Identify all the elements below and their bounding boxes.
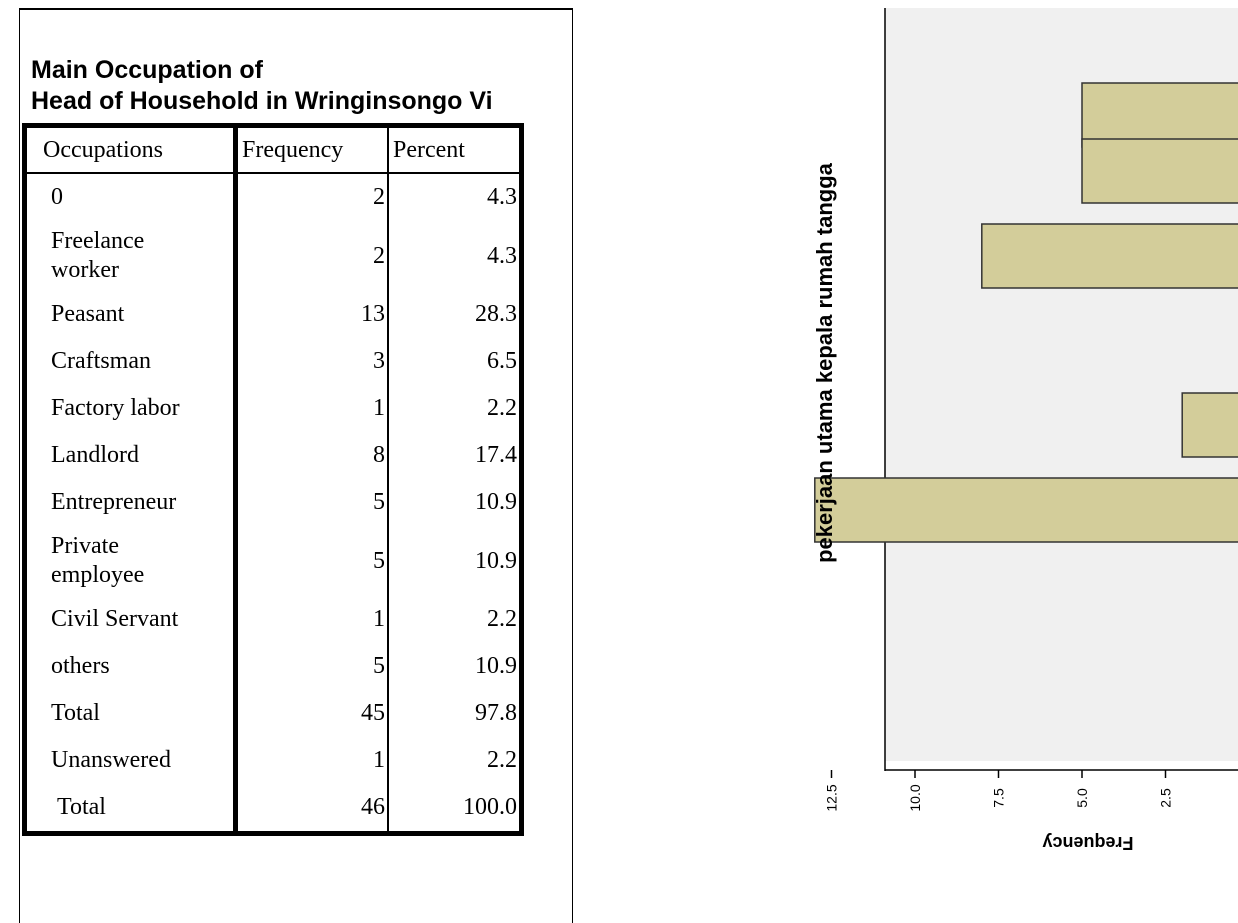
frequency-cell: 2 xyxy=(235,221,389,291)
x-tick-label: 7.5 xyxy=(991,788,1007,808)
frequency-cell: 1 xyxy=(235,596,389,643)
bar-chart: 12.5 10.0 7.5 5.0 2.5 pekerjaan utama kepala… xyxy=(573,8,1238,923)
occupation-cell: Total xyxy=(51,700,100,726)
frequency-cell: 2 xyxy=(235,173,389,221)
y-axis-label: pekerjaan utama kepala rumah tangga xyxy=(812,162,837,563)
table-title-line1: Main Occupation of xyxy=(31,56,263,84)
x-tick-label: 5.0 xyxy=(1074,788,1090,808)
table-row: Total 46 100.0 xyxy=(24,784,522,834)
frequency-cell: 13 xyxy=(235,291,389,338)
occupation-cell: 0 xyxy=(51,184,63,210)
table-row: Private employee 5 10.9 xyxy=(24,526,522,596)
percent-cell: 10.9 xyxy=(475,653,517,679)
header-frequency: Frequency xyxy=(235,125,389,174)
chart-bar xyxy=(814,477,1238,543)
frequency-cell: 46 xyxy=(235,784,389,834)
ticks-group: 12.5 10.0 7.5 5.0 2.5 xyxy=(824,770,1174,812)
chart-bar xyxy=(981,223,1238,289)
table-row: Landlord 8 17.4 xyxy=(24,432,522,479)
percent-cell: 2.2 xyxy=(487,606,517,632)
table-row: Peasant 13 28.3 xyxy=(24,291,522,338)
frequency-cell: 1 xyxy=(235,737,389,784)
table-row: Entrepreneur 5 10.9 xyxy=(24,479,522,526)
frequency-cell: 5 xyxy=(235,643,389,690)
chart-bar xyxy=(1081,138,1238,204)
chart-bar xyxy=(1081,82,1238,148)
chart-bar xyxy=(1181,392,1238,458)
frequency-cell: 45 xyxy=(235,690,389,737)
occupation-cell: Freelance worker xyxy=(51,228,145,283)
frequency-cell: 5 xyxy=(235,526,389,596)
table-header-row: Occupations Frequency Percent xyxy=(24,125,522,174)
x-tick-label: 10.0 xyxy=(907,784,923,811)
occupation-cell: Unanswered xyxy=(51,747,171,773)
occupation-cell: Civil Servant xyxy=(51,606,179,632)
table-row: Craftsman 3 6.5 xyxy=(24,338,522,385)
frequency-table: Occupations Frequency Percent 0 2 4.3 Freel… xyxy=(22,123,524,836)
table-title-area: Main Occupation of Head of Household in … xyxy=(0,0,571,140)
percent-cell: 2.2 xyxy=(487,395,517,421)
header-occupations: Occupations xyxy=(24,125,238,174)
table-row: Unanswered 1 2.2 xyxy=(24,737,522,784)
occupation-cell: Landlord xyxy=(51,442,139,468)
table-title-line2: Head of Household in Wringinsongo Vi xyxy=(31,87,493,115)
occupation-cell: Entrepreneur xyxy=(51,489,177,515)
table-row: 0 2 4.3 xyxy=(24,173,522,221)
column-divider xyxy=(572,8,573,923)
header-percent: Percent xyxy=(388,125,522,174)
chart-panel: 12.5 10.0 7.5 5.0 2.5 pekerjaan utama kepala… xyxy=(573,8,1238,923)
table-row: Total 45 97.8 xyxy=(24,690,522,737)
percent-cell: 6.5 xyxy=(487,348,517,374)
table-row: Factory labor 1 2.2 xyxy=(24,385,522,432)
percent-cell: 10.9 xyxy=(475,489,517,515)
percent-cell: 4.3 xyxy=(487,184,517,210)
occupation-cell: Total xyxy=(57,794,106,820)
occupation-cell: Factory labor xyxy=(51,395,180,421)
percent-cell: 10.9 xyxy=(475,547,517,574)
percent-cell: 97.8 xyxy=(475,700,517,726)
percent-cell: 2.2 xyxy=(487,747,517,773)
x-axis-label: Frequency xyxy=(1042,833,1133,853)
occupation-cell: Craftsman xyxy=(51,348,151,374)
table-row: Civil Servant 1 2.2 xyxy=(24,596,522,643)
occupation-cell: Private employee xyxy=(51,533,145,588)
frequency-cell: 8 xyxy=(235,432,389,479)
x-tick-label: 2.5 xyxy=(1158,788,1174,808)
table-row: others 5 10.9 xyxy=(24,643,522,690)
percent-cell: 28.3 xyxy=(475,301,517,327)
percent-cell: 100.0 xyxy=(463,794,517,820)
bars-group xyxy=(814,82,1238,543)
table-body: 0 2 4.3 Freelance worker 2 4.3 Peasant 13 28.3 Cr… xyxy=(24,173,522,834)
frequency-cell: 1 xyxy=(235,385,389,432)
percent-cell: 4.3 xyxy=(487,242,517,269)
frequency-cell: 3 xyxy=(235,338,389,385)
frequency-cell: 5 xyxy=(235,479,389,526)
table-row: Freelance worker 2 4.3 xyxy=(24,221,522,291)
percent-cell: 17.4 xyxy=(475,442,517,468)
x-tick-label: 12.5 xyxy=(824,784,840,811)
occupation-cell: Peasant xyxy=(51,301,125,327)
occupation-cell: others xyxy=(51,653,110,679)
